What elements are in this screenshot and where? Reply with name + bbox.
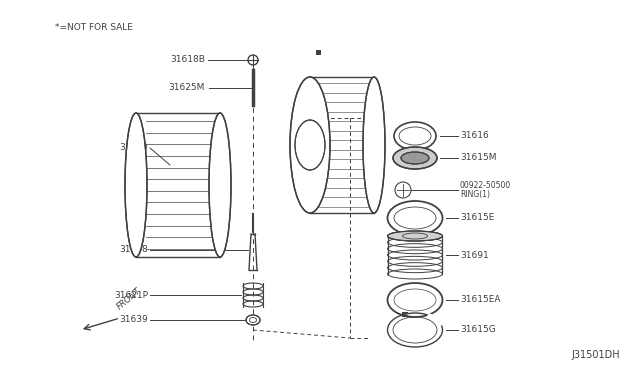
Ellipse shape [363,77,385,213]
Text: 31618: 31618 [119,246,148,254]
Ellipse shape [290,77,330,213]
Text: 31639: 31639 [119,315,148,324]
Text: 31621P: 31621P [114,291,148,299]
Text: 31616: 31616 [460,131,489,141]
Text: RING(1): RING(1) [460,190,490,199]
Ellipse shape [209,113,231,257]
Ellipse shape [295,120,325,170]
Text: 31618B: 31618B [170,55,205,64]
Text: 31630: 31630 [119,144,148,153]
Text: FRONT: FRONT [115,286,143,312]
Text: 00922-50500: 00922-50500 [460,180,511,189]
Ellipse shape [387,231,442,241]
Text: 31625M: 31625M [168,83,205,92]
Text: J31501DH: J31501DH [572,350,620,360]
Ellipse shape [125,113,147,257]
Text: 31615EA: 31615EA [460,295,500,305]
Text: 31615G: 31615G [460,326,496,334]
Text: 31615M: 31615M [460,154,497,163]
Text: 31691: 31691 [460,250,489,260]
Polygon shape [316,49,321,55]
Text: *=NOT FOR SALE: *=NOT FOR SALE [55,23,133,32]
Ellipse shape [401,152,429,164]
Ellipse shape [393,147,437,169]
Ellipse shape [246,315,260,325]
Text: 31615E: 31615E [460,214,494,222]
